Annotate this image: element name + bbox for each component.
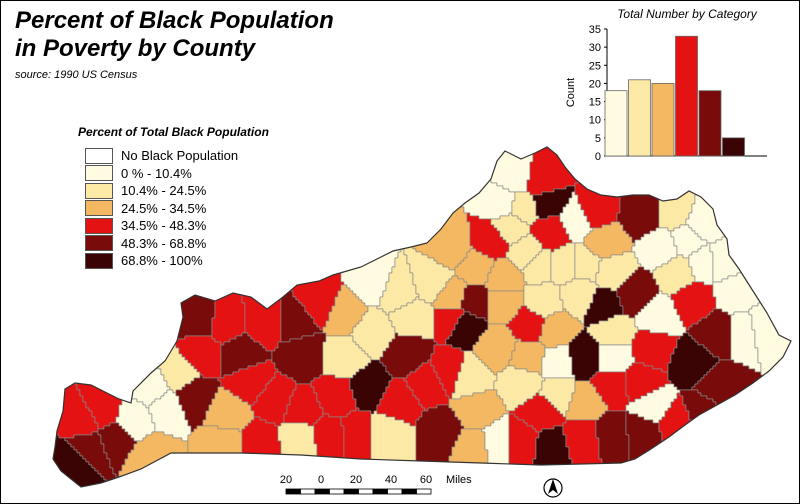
inset-y-tick-label: 15 [589,97,601,109]
legend-swatch [85,147,113,164]
scale-bar-segment [387,488,403,495]
inset-bar [651,83,675,157]
inset-bar [722,137,745,157]
scale-bar-segment [372,488,388,495]
inset-y-tick-label: 0 [595,151,601,163]
scale-bar-segment [343,488,359,495]
scale-bar-label: 20 [350,474,362,486]
legend-item: 10.4% - 24.5% [85,182,238,200]
scale-bar-segment [314,488,330,495]
scale-bar-segment [285,488,301,495]
legend-swatch [85,182,113,199]
scale-bar-label: 40 [385,474,397,486]
inset-bar-chart: Total Number by Category 0 5 10 15 20 25 30 35 Co… [565,7,767,163]
scale-bar-segment [416,488,432,495]
inset-y-tick-label: 30 [589,42,601,54]
scale-bar-unit: Miles [446,474,472,486]
legend-swatch [85,217,113,234]
inset-bar [698,90,722,157]
legend-title: Percent of Total Black Population [78,125,269,139]
legend-item: No Black Population [85,147,238,165]
inset-y-tick-label: 25 [589,60,601,72]
legend-label: 0 % - 10.4% [121,165,192,181]
legend-label: 34.5% - 48.3% [121,218,207,234]
inset-y-tick-label: 20 [589,78,601,90]
inset-y-tick-label: 5 [595,133,601,145]
inset-bar [628,79,651,157]
map-source: source: 1990 US Census [15,69,138,81]
scale-bar-label: 20 [280,474,292,486]
inset-bar [604,90,628,157]
inset-y-tick-label: 35 [589,24,601,36]
legend: No Black Population 0 % - 10.4% 10.4% - 24… [85,147,238,270]
map-title-line2: in Poverty by County [15,35,256,62]
legend-label: 24.5% - 34.5% [121,200,207,216]
legend-label: 10.4% - 24.5% [121,183,207,199]
legend-item: 48.3% - 68.8% [85,235,238,253]
inset-bar [675,35,698,157]
map-title-line1: Percent of Black Population [15,7,334,34]
scale-bar-segment [401,488,417,495]
scale-bar-segment [329,488,345,495]
scale-bar-segment [358,488,374,495]
legend-swatch [85,235,113,252]
inset-y-tick-label: 10 [589,115,601,127]
legend-swatch [85,200,113,217]
legend-item: 68.8% - 100% [85,252,238,270]
legend-item: 34.5% - 48.3% [85,217,238,235]
legend-item: 24.5% - 34.5% [85,200,238,218]
legend-label: 48.3% - 68.8% [121,235,207,251]
scale-bar-segment [300,488,316,495]
inset-y-label: Count [565,78,577,107]
scale-bar: 20 0 20 40 60 Miles [280,474,472,495]
scale-bar-label: 60 [420,474,432,486]
legend-item: 0 % - 10.4% [85,165,238,183]
scale-bar-label: 0 [318,474,324,486]
legend-label: No Black Population [121,148,239,164]
inset-title: Total Number by Category [617,7,758,21]
legend-swatch [85,252,113,269]
legend-swatch [85,165,113,182]
north-arrow-icon [543,478,563,498]
legend-label: 68.8% - 100% [121,253,203,269]
map-title: Percent of Black Population in Poverty b… [15,7,334,63]
